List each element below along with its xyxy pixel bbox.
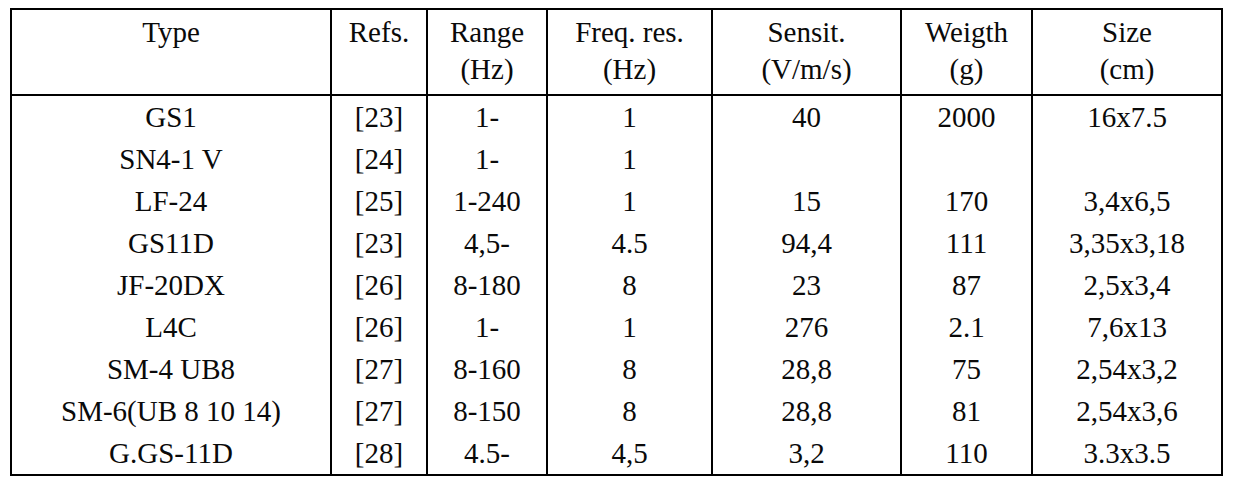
cell: 8-160 [427,348,547,390]
cell: JF-20DX [11,264,331,306]
cell: 3,2 [712,432,901,475]
cell: 2,5x3,4 [1032,264,1222,306]
cell: G.GS-11D [11,432,331,475]
cell: 4.5- [427,432,547,475]
column-unit: (g) [902,51,1031,87]
column-unit: (Hz) [548,51,711,87]
table-row: GS11D[23]4,5-4.594,41113,35x3,18 [11,222,1222,264]
column-label: Size [1033,13,1221,51]
cell: 1-240 [427,180,547,222]
cell: 94,4 [712,222,901,264]
cell: [27] [331,390,427,432]
cell: 110 [901,432,1032,475]
column-label: Sensit. [713,13,900,51]
table-row: JF-20DX[26]8-180823872,5x3,4 [11,264,1222,306]
cell: 75 [901,348,1032,390]
cell: 23 [712,264,901,306]
cell: 2,54x3,6 [1032,390,1222,432]
cell: 3,35x3,18 [1032,222,1222,264]
column-label: Range [428,13,546,51]
cell: 1- [427,138,547,180]
cell: 7,6x13 [1032,306,1222,348]
cell: [23] [331,222,427,264]
cell: 2,54x3,2 [1032,348,1222,390]
column-header-sensit: Sensit.(V/m/s) [712,9,901,95]
cell: 81 [901,390,1032,432]
cell: 1 [547,95,712,138]
cell: 1- [427,95,547,138]
column-unit: (Hz) [428,51,546,87]
cell: 3.3x3.5 [1032,432,1222,475]
sensor-spec-table: TypeRefs.Range(Hz)Freq. res.(Hz)Sensit.(… [10,8,1223,476]
sensor-spec-table-container: TypeRefs.Range(Hz)Freq. res.(Hz)Sensit.(… [10,8,1223,476]
table-header: TypeRefs.Range(Hz)Freq. res.(Hz)Sensit.(… [11,9,1222,95]
column-header-freq-res: Freq. res.(Hz) [547,9,712,95]
cell: 87 [901,264,1032,306]
column-header-weigth: Weigth(g) [901,9,1032,95]
cell: [24] [331,138,427,180]
cell: [26] [331,264,427,306]
cell: 1 [547,306,712,348]
cell: 4,5- [427,222,547,264]
column-unit: (V/m/s) [713,51,900,87]
column-label: Type [12,13,330,51]
cell: 28,8 [712,348,901,390]
cell: 8-180 [427,264,547,306]
cell: LF-24 [11,180,331,222]
column-header-range: Range(Hz) [427,9,547,95]
cell: 3,4x6,5 [1032,180,1222,222]
cell: 276 [712,306,901,348]
cell [712,138,901,180]
cell: [25] [331,180,427,222]
column-header-refs: Refs. [331,9,427,95]
cell: 40 [712,95,901,138]
column-label: Freq. res. [548,13,711,51]
cell: SM-6(UB 8 10 14) [11,390,331,432]
cell: [28] [331,432,427,475]
cell: 16x7.5 [1032,95,1222,138]
table-row: L4C[26]1-12762.17,6x13 [11,306,1222,348]
cell: 1 [547,138,712,180]
cell [1032,138,1222,180]
table-row: G.GS-11D[28]4.5-4,53,21103.3x3.5 [11,432,1222,475]
header-row: TypeRefs.Range(Hz)Freq. res.(Hz)Sensit.(… [11,9,1222,95]
table-row: GS1[23]1-140200016x7.5 [11,95,1222,138]
cell: 2000 [901,95,1032,138]
column-unit: (cm) [1033,51,1221,87]
cell: GS1 [11,95,331,138]
cell: [26] [331,306,427,348]
cell: 8 [547,390,712,432]
cell: [27] [331,348,427,390]
cell: 4.5 [547,222,712,264]
table-row: SM-6(UB 8 10 14)[27]8-150828,8812,54x3,6 [11,390,1222,432]
cell: [23] [331,95,427,138]
cell: GS11D [11,222,331,264]
cell: 8 [547,348,712,390]
cell: 170 [901,180,1032,222]
table-row: SN4-1 V[24]1-1 [11,138,1222,180]
cell: SM-4 UB8 [11,348,331,390]
cell: 111 [901,222,1032,264]
cell [901,138,1032,180]
cell: SN4-1 V [11,138,331,180]
column-header-type: Type [11,9,331,95]
cell: 2.1 [901,306,1032,348]
column-label: Refs. [332,13,426,51]
table-row: SM-4 UB8[27]8-160828,8752,54x3,2 [11,348,1222,390]
cell: 28,8 [712,390,901,432]
column-label: Weigth [902,13,1031,51]
cell: 1 [547,180,712,222]
column-header-size: Size(cm) [1032,9,1222,95]
cell: 4,5 [547,432,712,475]
cell: L4C [11,306,331,348]
table-body: GS1[23]1-140200016x7.5SN4-1 V[24]1-1LF-2… [11,95,1222,475]
table-row: LF-24[25]1-2401151703,4x6,5 [11,180,1222,222]
cell: 15 [712,180,901,222]
cell: 1- [427,306,547,348]
cell: 8 [547,264,712,306]
cell: 8-150 [427,390,547,432]
